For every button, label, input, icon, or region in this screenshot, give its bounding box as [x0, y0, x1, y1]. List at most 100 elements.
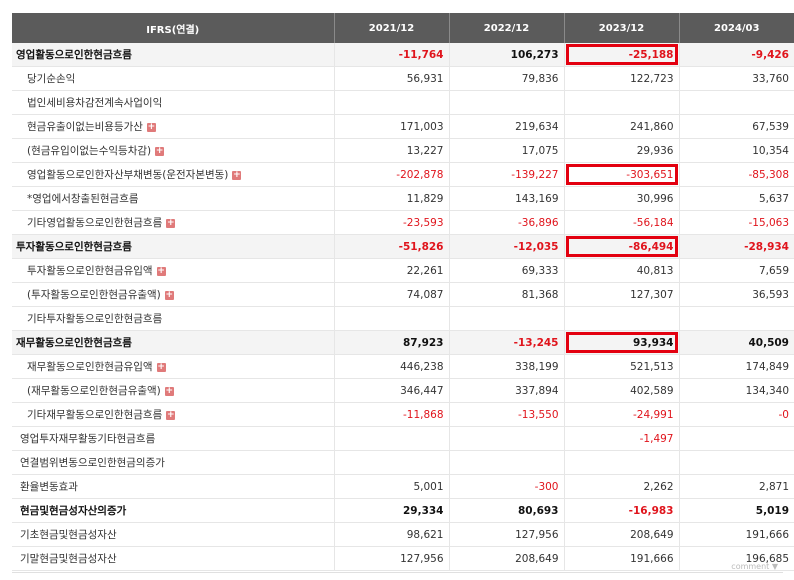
cash-flow-table: IFRS(연결) 2021/12 2022/12 2023/12 2024/03… [12, 13, 794, 571]
row-label: 기말현금및현금성자산 [20, 553, 117, 565]
expand-plus-icon[interactable]: + [146, 121, 156, 132]
value-cell: 143,169 [449, 186, 565, 211]
table-row: 투자활동으로인한현금유입액 +22,261 69,333 40,813 7,659 [12, 258, 794, 283]
value-cell: -11,764 [334, 43, 450, 67]
value-cell [564, 450, 680, 475]
value-cell: -139,227 [449, 162, 565, 187]
table-row: 재무활동으로인한현금유입액 +446,238 338,199 521,513 174,8… [12, 354, 794, 379]
value-cell: 87,923 [334, 330, 450, 355]
value-cell: 29,334 [334, 498, 450, 523]
value-cell: 22,261 [334, 258, 450, 283]
row-label-cell[interactable]: 투자활동으로인한현금유입액 + [12, 258, 335, 283]
value-cell: -0 [679, 402, 794, 427]
expand-plus-icon[interactable]: + [164, 385, 174, 396]
value-cell: -28,934 [679, 234, 794, 259]
value-cell: 40,813 [564, 258, 680, 283]
value-cell: 127,956 [449, 522, 565, 547]
value-cell: 446,238 [334, 354, 450, 379]
table-row: 영업투자재무활동기타현금흐름 -1,497 [12, 426, 794, 451]
row-label: 투자활동으로인한현금흐름 [16, 241, 132, 253]
row-label-cell: *영업에서창출된현금흐름 [12, 186, 335, 211]
header-period-2023-12: 2023/12 [564, 13, 680, 43]
value-cell: 17,075 [449, 138, 565, 163]
row-label: 영업활동으로인한자산부채변동(운전자본변동) [27, 169, 229, 181]
row-label: 재무활동으로인한현금유입액 [27, 361, 153, 373]
value-cell: -24,991 [564, 402, 680, 427]
expand-plus-icon[interactable]: + [166, 217, 176, 228]
row-label: 법인세비용차감전계속사업이익 [27, 97, 163, 109]
row-label-cell[interactable]: (재무활동으로인한현금유출액) + [12, 378, 335, 403]
value-cell: 402,589 [564, 378, 680, 403]
comment-toggle-button[interactable]: comment ▼ [731, 562, 778, 571]
row-label-cell: 기말현금및현금성자산 [12, 546, 335, 571]
table-row: (재무활동으로인한현금유출액) +346,447 337,894 402,589 134… [12, 378, 794, 403]
value-cell: 81,368 [449, 282, 565, 307]
value-cell: 29,936 [564, 138, 680, 163]
expand-plus-icon[interactable]: + [156, 361, 166, 372]
table-row: 법인세비용차감전계속사업이익 [12, 90, 794, 115]
table-row: 영업활동으로인한자산부채변동(운전자본변동) + -202,878 -139,227-… [12, 162, 794, 187]
value-cell: 337,894 [449, 378, 565, 403]
value-cell: 36,593 [679, 282, 794, 307]
row-label-cell[interactable]: 기타영업활동으로인한현금흐름 + [12, 210, 335, 235]
expand-plus-icon[interactable]: + [164, 289, 174, 300]
value-cell: -11,868 [334, 402, 450, 427]
divider [12, 572, 783, 573]
row-label: 현금유출이없는비용등가산 [27, 121, 143, 133]
row-label-cell: 기초현금및현금성자산 [12, 522, 335, 547]
value-cell: 7,659 [679, 258, 794, 283]
row-label-cell[interactable]: 기타재무활동으로인한현금흐름 + [12, 402, 335, 427]
value-cell: -85,308 [679, 162, 794, 187]
table-row: *영업에서창출된현금흐름 11,829 143,169 30,996 5,637 [12, 186, 794, 211]
value-cell: -15,063 [679, 210, 794, 235]
value-cell: 80,693 [449, 498, 565, 523]
table-row: 기초현금및현금성자산 98,621 127,956 208,649 191,666 [12, 522, 794, 547]
row-label-cell[interactable]: (투자활동으로인한현금유출액) + [12, 282, 335, 307]
value-cell: 93,934 [564, 330, 680, 355]
row-label: (투자활동으로인한현금유출액) [27, 289, 161, 301]
table-row: 당기순손익 56,931 79,836 122,723 33,760 [12, 66, 794, 91]
row-label-cell[interactable]: (현금유입이없는수익등차감) + [12, 138, 335, 163]
row-label: 환율변동효과 [20, 481, 78, 493]
row-label-cell: 연결범위변동으로인한현금의증가 [12, 450, 335, 475]
row-label: 재무활동으로인한현금흐름 [16, 337, 132, 349]
value-cell: 171,003 [334, 114, 450, 139]
table-row: 현금유출이없는비용등가산 +171,003 219,634 241,860 67,539 [12, 114, 794, 139]
header-period-2022-12: 2022/12 [449, 13, 565, 43]
value-cell [449, 426, 565, 451]
value-cell: 33,760 [679, 66, 794, 91]
value-cell: -56,184 [564, 210, 680, 235]
table-row: 환율변동효과 5,001 -300 2,262 2,871 [12, 474, 794, 499]
value-cell: 127,307 [564, 282, 680, 307]
row-label: (재무활동으로인한현금유출액) [27, 385, 161, 397]
value-cell: 174,849 [679, 354, 794, 379]
value-cell: -300 [449, 474, 565, 499]
row-label-cell[interactable]: 재무활동으로인한현금유입액 + [12, 354, 335, 379]
value-cell: -16,983 [564, 498, 680, 523]
table-row: 기타투자활동으로인한현금흐름 [12, 306, 794, 331]
value-cell: -12,035 [449, 234, 565, 259]
expand-plus-icon[interactable]: + [232, 169, 242, 180]
table-row: 투자활동으로인한현금흐름 -51,826 -12,035 -86,494 -28,934 [12, 234, 794, 259]
expand-plus-icon[interactable]: + [166, 409, 176, 420]
header-label: IFRS(연결) [12, 13, 335, 43]
value-cell: 191,666 [679, 522, 794, 547]
value-cell: 134,340 [679, 378, 794, 403]
row-label-cell: 기타투자활동으로인한현금흐름 [12, 306, 335, 331]
expand-plus-icon[interactable]: + [155, 145, 165, 156]
value-cell: 56,931 [334, 66, 450, 91]
value-cell: 30,996 [564, 186, 680, 211]
header-period-2024-03: 2024/03 [679, 13, 794, 43]
table-body: 영업활동으로인한현금흐름 -11,764 106,273 -25,188 -9,426 당… [12, 43, 794, 571]
expand-plus-icon[interactable]: + [156, 265, 166, 276]
table-header-row: IFRS(연결) 2021/12 2022/12 2023/12 2024/03 [12, 13, 794, 43]
row-label-cell[interactable]: 영업활동으로인한자산부채변동(운전자본변동) + [12, 162, 335, 187]
value-cell [679, 426, 794, 451]
row-label: 기초현금및현금성자산 [20, 529, 117, 541]
value-cell: 241,860 [564, 114, 680, 139]
table-row: 기타영업활동으로인한현금흐름 + -23,593 -36,896 -56,184 -15,… [12, 210, 794, 235]
row-label-cell[interactable]: 현금유출이없는비용등가산 + [12, 114, 335, 139]
value-cell: -86,494 [564, 234, 680, 259]
value-cell: 106,273 [449, 43, 565, 67]
value-cell: 13,227 [334, 138, 450, 163]
